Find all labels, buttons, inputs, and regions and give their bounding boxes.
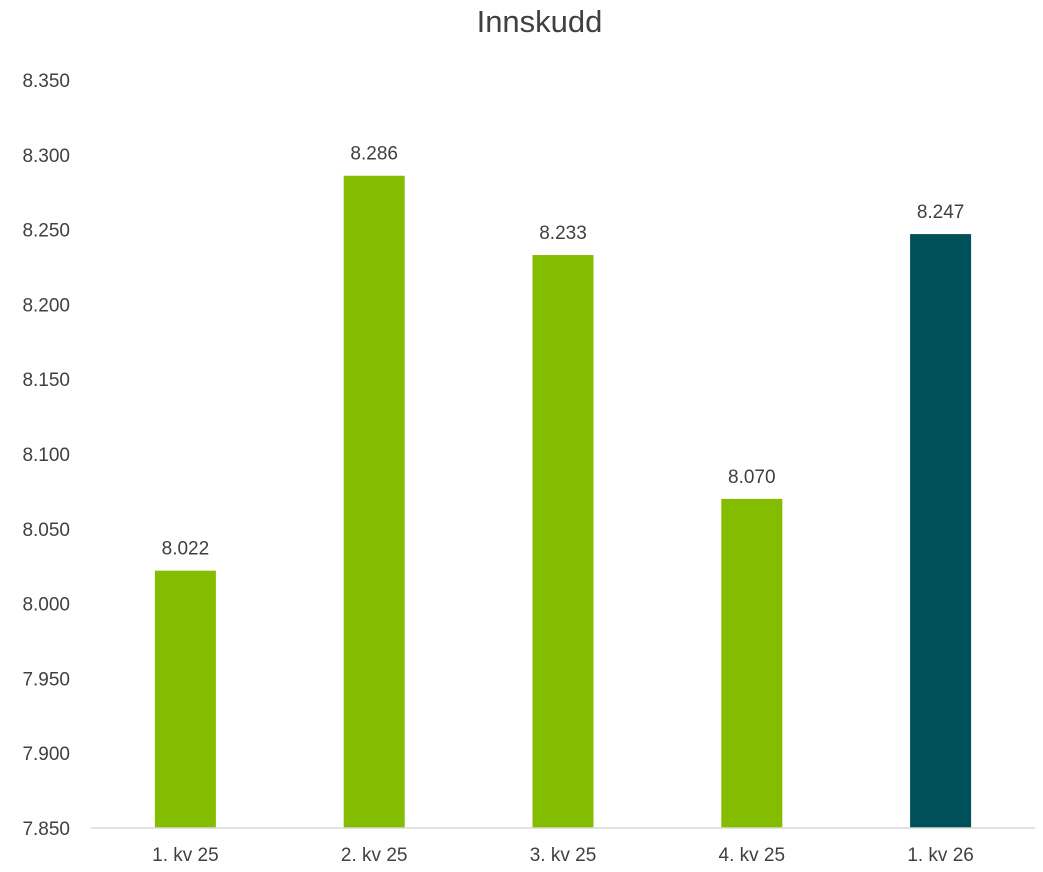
y-tick-label: 7.900 xyxy=(22,744,70,765)
data-label: 8.022 xyxy=(162,539,210,560)
bar-5 xyxy=(910,234,972,828)
y-tick-label: 8.150 xyxy=(22,370,70,391)
y-tick-label: 8.350 xyxy=(22,71,70,92)
y-tick-label: 8.200 xyxy=(22,295,70,316)
y-tick-label: 8.100 xyxy=(22,445,70,466)
chart-title: Innskudd xyxy=(476,4,603,39)
y-tick-label: 8.000 xyxy=(22,595,70,616)
y-tick-label: 7.950 xyxy=(22,669,70,690)
data-label: 8.233 xyxy=(539,223,587,244)
bar-2 xyxy=(343,175,405,828)
data-labels: 8.022 8.286 8.233 8.070 8.247 xyxy=(162,144,965,560)
y-tick-label: 8.250 xyxy=(22,221,70,242)
x-tick-label: 2. kv 25 xyxy=(341,845,408,866)
bar-3 xyxy=(532,255,594,829)
y-tick-label: 7.850 xyxy=(22,819,70,840)
y-tick-label: 8.050 xyxy=(22,520,70,541)
bars xyxy=(154,175,972,829)
y-tick-label: 8.300 xyxy=(22,146,70,167)
bar-4 xyxy=(721,498,783,828)
y-axis: 7.850 7.900 7.950 8.000 8.050 8.100 8.150 8.200… xyxy=(22,71,70,840)
bar-1 xyxy=(154,570,216,828)
x-tick-label: 1. kv 25 xyxy=(152,845,219,866)
data-label: 8.070 xyxy=(728,467,776,488)
x-axis: 1. kv 25 2. kv 25 3. kv 25 4. kv 25 1. kv 26 xyxy=(152,845,974,866)
x-tick-label: 4. kv 25 xyxy=(719,845,786,866)
data-label: 8.247 xyxy=(917,202,965,223)
data-label: 8.286 xyxy=(350,144,398,165)
x-tick-label: 3. kv 25 xyxy=(530,845,597,866)
x-tick-label: 1. kv 26 xyxy=(907,845,974,866)
